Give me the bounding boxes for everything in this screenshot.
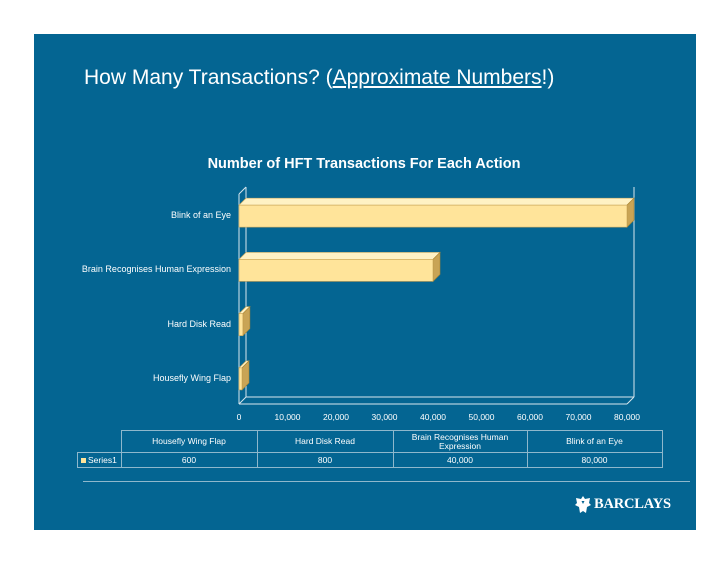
bar-top-face bbox=[238, 197, 635, 206]
barclays-logo: BARCLAYS bbox=[574, 494, 694, 516]
category-label: Hard Disk Read bbox=[167, 318, 231, 329]
bar-front-face bbox=[238, 204, 628, 228]
x-tick-label: 40,000 bbox=[420, 412, 446, 422]
data-table-value-cell: 800 bbox=[256, 452, 394, 468]
data-table-header-cell: Blink of an Eye bbox=[526, 430, 663, 453]
x-tick-label: 60,000 bbox=[517, 412, 543, 422]
x-tick-label: 30,000 bbox=[371, 412, 398, 422]
series-name: Series1 bbox=[88, 455, 117, 465]
data-table-header-cell: Hard Disk Read bbox=[256, 430, 394, 453]
data-table-series-cell: Series1 bbox=[77, 452, 122, 468]
floor-left-edge bbox=[238, 396, 247, 405]
legend-key bbox=[81, 458, 86, 464]
x-tick-label: 0 bbox=[236, 412, 242, 422]
bar-top-face bbox=[238, 252, 441, 260]
x-tick-label: 10,000 bbox=[274, 412, 301, 422]
bar bbox=[238, 360, 250, 391]
title-prefix: How Many Transactions? ( bbox=[84, 66, 333, 89]
data-table-header-cell: Housefly Wing Flap bbox=[120, 430, 258, 453]
category-label: Blink of an Eye bbox=[170, 210, 231, 221]
data-table-value-cell: 40,000 bbox=[392, 452, 528, 468]
bar-front-face bbox=[238, 259, 434, 282]
bar-front-face bbox=[238, 313, 244, 336]
bar-front-face bbox=[238, 367, 243, 391]
category-label: Housefly Wing Flap bbox=[152, 372, 231, 383]
footer-divider bbox=[83, 481, 690, 482]
eagle-icon bbox=[575, 496, 591, 513]
bars bbox=[238, 197, 635, 391]
wall-top-edge bbox=[238, 186, 247, 195]
title-suffix: !) bbox=[541, 66, 555, 89]
title-link[interactable]: Approximate Numbers bbox=[332, 66, 542, 89]
data-table-corner bbox=[78, 431, 122, 453]
bar bbox=[238, 305, 251, 337]
data-table-value-cell: 600 bbox=[120, 452, 258, 468]
floor-right-edge bbox=[626, 396, 635, 405]
data-table: Housefly Wing Flap Hard Disk Read Brain … bbox=[77, 430, 663, 468]
category-label: Brain Recognises Human Expression bbox=[81, 264, 231, 275]
chart-title: Number of HFT Transactions For Each Acti… bbox=[207, 156, 521, 172]
x-tick-label: 80,000 bbox=[614, 412, 640, 422]
bar bbox=[238, 251, 441, 283]
x-tick-label: 50,000 bbox=[468, 412, 495, 422]
x-tick-label: 20,000 bbox=[323, 412, 349, 422]
x-tick-label: 70,000 bbox=[565, 412, 592, 422]
data-table-row: Series1 600 800 40,000 80,000 bbox=[77, 452, 663, 468]
bar bbox=[238, 197, 635, 228]
data-table-header-row: Housefly Wing Flap Hard Disk Read Brain … bbox=[78, 430, 663, 453]
logo-text: BARCLAYS bbox=[594, 496, 671, 512]
data-table-header-cell: Brain Recognises Human Expression bbox=[392, 430, 528, 453]
data-table-value-cell: 80,000 bbox=[526, 452, 663, 468]
slide-title: How Many Transactions? (Approximate Numb… bbox=[84, 66, 554, 90]
